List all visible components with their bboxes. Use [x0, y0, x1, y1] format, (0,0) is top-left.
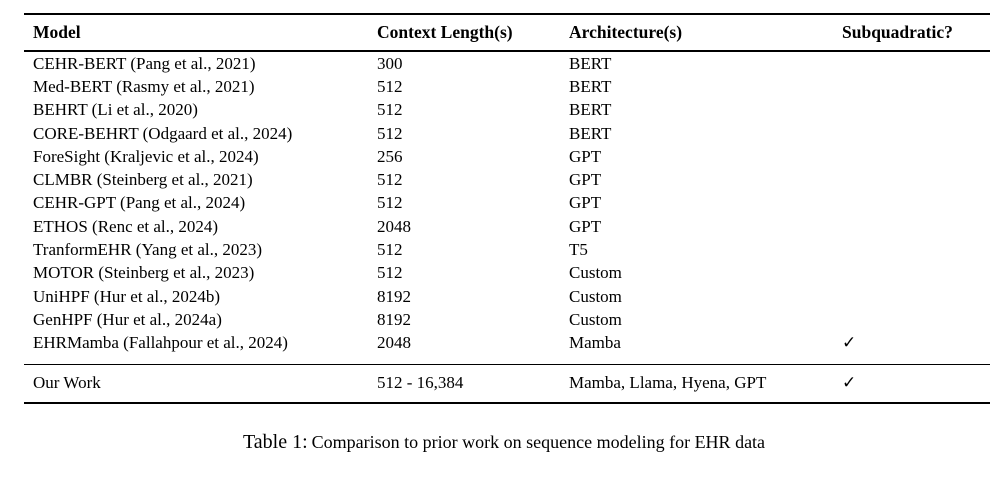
context-length-cell: 512 - 16,384	[377, 363, 569, 403]
context-length-cell: 2048	[377, 216, 411, 236]
context-length-cell: 512	[377, 240, 403, 260]
subquadratic-checkmark-cell	[842, 192, 990, 215]
context-length-cell: 512	[377, 123, 403, 143]
subquadratic-checkmark-cell	[842, 99, 990, 122]
comparison-table: Model Context Length(s) Architecture(s) …	[24, 13, 990, 404]
model-cell: CEHR-GPT (Pang et al., 2024)	[33, 193, 246, 213]
context-length-cell: 512	[377, 100, 403, 120]
our-work-row: Our Work 512 - 16,384 Mamba, Llama, Hyen…	[24, 363, 990, 403]
subquadratic-checkmark-cell	[842, 51, 990, 75]
table-row: CLMBR (Steinberg et al., 2021) 512 GPT	[24, 168, 990, 191]
architecture-cell: BERT	[569, 53, 612, 73]
table-row: EHRMamba (Fallahpour et al., 2024) 2048 …	[24, 332, 990, 365]
table-row: MOTOR (Steinberg et al., 2023) 512 Custo…	[24, 262, 990, 285]
subquadratic-checkmark-cell	[842, 168, 990, 191]
model-cell: CEHR-BERT (Pang et al., 2021)	[33, 53, 256, 73]
architecture-cell: Custom	[569, 309, 622, 329]
model-cell: EHRMamba (Fallahpour et al., 2024)	[33, 333, 288, 353]
architecture-cell: T5	[569, 240, 588, 260]
subquadratic-checkmark-cell	[842, 308, 990, 331]
table-row: TranformEHR (Yang et al., 2023) 512 T5	[24, 238, 990, 261]
context-length-cell: 8192	[377, 309, 411, 329]
subquadratic-checkmark-cell	[842, 262, 990, 285]
model-cell: MOTOR (Steinberg et al., 2023)	[33, 263, 255, 283]
caption-text: Comparison to prior work on sequence mod…	[311, 431, 766, 452]
architecture-cell: GPT	[569, 146, 602, 166]
architecture-cell: BERT	[569, 100, 612, 120]
header-row: Model Context Length(s) Architecture(s) …	[24, 14, 990, 52]
subquadratic-checkmark-cell	[842, 122, 990, 145]
document-page: Model Context Length(s) Architecture(s) …	[0, 13, 1008, 477]
table-row: ETHOS (Renc et al., 2024) 2048 GPT	[24, 215, 990, 238]
architecture-cell: GPT	[569, 216, 602, 236]
context-length-cell: 512	[377, 170, 403, 190]
architecture-cell: BERT	[569, 123, 612, 143]
architecture-cell: Mamba, Llama, Hyena, GPT	[569, 363, 842, 403]
context-length-cell: 512	[377, 76, 403, 96]
model-cell: TranformEHR (Yang et al., 2023)	[33, 240, 263, 260]
table-row: GenHPF (Hur et al., 2024a) 8192 Custom	[24, 308, 990, 331]
model-cell: BEHRT (Li et al., 2020)	[33, 100, 198, 120]
table-row: CEHR-GPT (Pang et al., 2024) 512 GPT	[24, 192, 990, 215]
model-cell: CLMBR (Steinberg et al., 2021)	[33, 170, 253, 190]
table-header: Model Context Length(s) Architecture(s) …	[24, 14, 990, 52]
model-cell: Our Work	[24, 363, 377, 403]
context-length-cell: 512	[377, 193, 403, 213]
architecture-cell: GPT	[569, 170, 602, 190]
table-body: CEHR-BERT (Pang et al., 2021) 300 BERT M…	[24, 51, 990, 364]
context-length-cell: 256	[377, 146, 403, 166]
column-header-subquadratic: Subquadratic?	[842, 14, 990, 52]
model-cell: GenHPF (Hur et al., 2024a)	[33, 309, 222, 329]
our-work-section: Our Work 512 - 16,384 Mamba, Llama, Hyen…	[24, 363, 990, 403]
architecture-cell: GPT	[569, 193, 602, 213]
model-cell: Med-BERT (Rasmy et al., 2021)	[33, 76, 255, 96]
subquadratic-checkmark-cell	[842, 238, 990, 261]
table-row: BEHRT (Li et al., 2020) 512 BERT	[24, 99, 990, 122]
model-cell: ETHOS (Renc et al., 2024)	[33, 216, 219, 236]
architecture-cell: Custom	[569, 286, 622, 306]
architecture-cell: Custom	[569, 263, 622, 283]
model-cell: UniHPF (Hur et al., 2024b)	[33, 286, 220, 306]
column-header-context-length: Context Length(s)	[377, 14, 569, 52]
subquadratic-checkmark-cell	[842, 145, 990, 168]
architecture-cell: Mamba	[569, 333, 621, 353]
subquadratic-checkmark-cell: ✓	[842, 363, 990, 403]
context-length-cell: 512	[377, 263, 403, 283]
table-row: Med-BERT (Rasmy et al., 2021) 512 BERT	[24, 75, 990, 98]
caption-label: Table 1:	[242, 430, 308, 453]
context-length-cell: 2048	[377, 333, 411, 353]
subquadratic-checkmark-cell	[842, 285, 990, 308]
column-header-model: Model	[24, 14, 377, 52]
subquadratic-checkmark-cell	[842, 75, 990, 98]
model-cell: CORE-BEHRT (Odgaard et al., 2024)	[33, 123, 293, 143]
table-row: UniHPF (Hur et al., 2024b) 8192 Custom	[24, 285, 990, 308]
table-caption: Table 1: Comparison to prior work on seq…	[0, 431, 1008, 454]
architecture-cell: BERT	[569, 76, 612, 96]
table-row: CORE-BEHRT (Odgaard et al., 2024) 512 BE…	[24, 122, 990, 145]
subquadratic-checkmark-cell	[842, 215, 990, 238]
column-header-architecture: Architecture(s)	[569, 14, 842, 52]
table-row: ForeSight (Kraljevic et al., 2024) 256 G…	[24, 145, 990, 168]
context-length-cell: 300	[377, 53, 403, 73]
table-row: CEHR-BERT (Pang et al., 2021) 300 BERT	[24, 51, 990, 75]
context-length-cell: 8192	[377, 286, 411, 306]
subquadratic-checkmark-cell: ✓	[842, 333, 857, 353]
model-cell: ForeSight (Kraljevic et al., 2024)	[33, 146, 259, 166]
